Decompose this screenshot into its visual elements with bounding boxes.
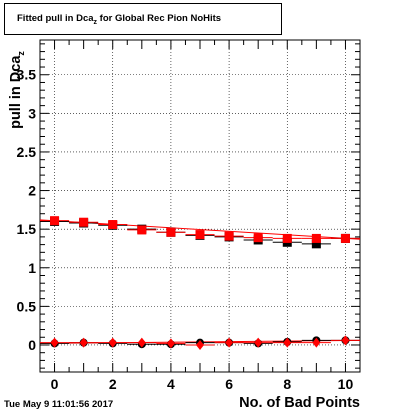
data-point-square [311,239,321,249]
data-point-diamond [225,337,234,348]
y-tick-label: 2 [28,183,36,199]
data-point-diamond [341,335,350,346]
x-tick-label: 6 [225,376,233,392]
data-point-diamond [254,337,263,348]
data-point-square [311,233,321,243]
data-point-diamond [108,337,117,348]
data-point-diamond [137,337,146,348]
y-tick-label: 0.5 [17,298,37,314]
y-tick-label: 3 [28,105,36,121]
x-tick-label: 4 [167,376,175,392]
x-tick-label: 10 [338,376,354,392]
data-point-diamond [50,337,59,348]
data-point-square [282,233,292,243]
y-axis-label: pull in Dcaz [8,51,26,129]
data-point-diamond [166,338,175,349]
data-point-diamond [312,337,321,348]
y-tick-label: 1 [28,260,36,276]
chart-title-suffix: for Global Rec Pion NoHits [97,13,222,24]
chart-title-subscript: z [93,18,98,26]
chart-title: Fitted pull in Dcaz for Global Rec Pion … [17,13,221,26]
y-axis-label-main: pull in Dca [8,55,25,129]
x-tick-label: 0 [51,376,59,392]
data-point-diamond [196,339,204,350]
data-point-square [166,227,176,237]
plot-frame [39,39,361,373]
data-point-square [253,233,263,243]
y-axis-label-subscript: z [15,51,26,56]
chart-title-main: Fitted pull in Dca [17,13,94,24]
data-point-diamond [283,337,292,348]
data-point-diamond [79,337,88,348]
x-tick-label: 2 [109,376,117,392]
x-axis-label: No. of Bad Points [239,395,360,411]
timestamp: Tue May 9 11:01:56 2017 [4,399,114,410]
data-point-square [340,233,350,243]
data-point-square [195,230,205,240]
y-tick-label: 3.5 [17,67,37,83]
data-point-square [137,225,147,235]
data-point-square [79,217,89,227]
data-point-square [224,231,234,241]
x-tick-label: 8 [283,376,291,392]
data-point-square [108,220,118,230]
y-tick-label: 2.5 [17,144,37,160]
y-tick-label: 1.5 [17,221,37,237]
y-tick-label: 0 [28,337,36,353]
title-box: Fitted pull in Dcaz for Global Rec Pion … [4,3,282,35]
plot-area [40,40,360,372]
data-point-square [50,216,60,226]
